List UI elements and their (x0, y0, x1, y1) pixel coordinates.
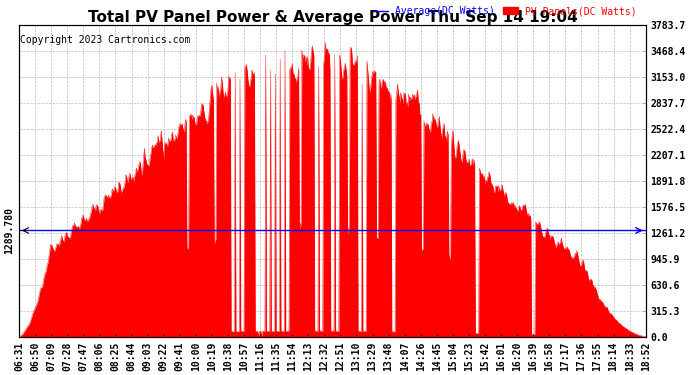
Title: Total PV Panel Power & Average Power Thu Sep 14 19:04: Total PV Panel Power & Average Power Thu… (88, 10, 578, 25)
Text: Copyright 2023 Cartronics.com: Copyright 2023 Cartronics.com (20, 34, 190, 45)
Legend: Average(DC Watts), PV Panels(DC Watts): Average(DC Watts), PV Panels(DC Watts) (369, 2, 641, 20)
